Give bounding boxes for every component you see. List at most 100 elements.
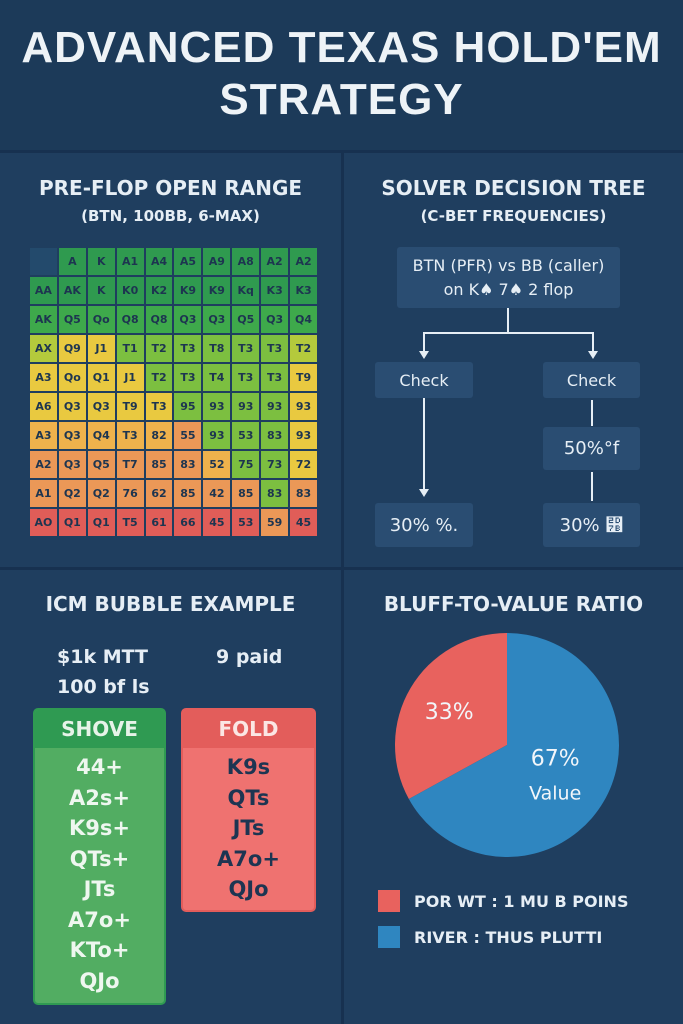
range-cell: Qo bbox=[58, 364, 86, 391]
range-cell: 85 bbox=[145, 451, 173, 478]
hand-item: JTs bbox=[83, 877, 116, 901]
range-cell: A3 bbox=[30, 364, 57, 391]
right-mid-node: 50%°f bbox=[543, 427, 640, 470]
arrow-down-icon bbox=[588, 351, 598, 359]
range-cell: A bbox=[58, 248, 86, 275]
right-action-node: Check bbox=[543, 362, 640, 398]
range-cell: A8 bbox=[232, 248, 260, 275]
shove-box: SHOVE 44+ A2s+ K9s+ QTs+ JTs A7o+ KTo+ QJo bbox=[33, 708, 166, 1005]
range-cell: 45 bbox=[290, 509, 317, 536]
range-cell: T2 bbox=[290, 335, 317, 362]
hand-item: 44+ bbox=[76, 755, 123, 779]
range-cell: K0 bbox=[116, 277, 144, 304]
arrow-down-icon bbox=[419, 351, 429, 359]
range-cell: 85 bbox=[174, 480, 202, 507]
range-cell: 83 bbox=[290, 480, 317, 507]
hand-item: KTo+ bbox=[69, 938, 130, 962]
range-cell: K9 bbox=[174, 277, 202, 304]
shove-hands: 44+ A2s+ K9s+ QTs+ JTs A7o+ KTo+ QJo bbox=[40, 748, 159, 996]
range-cell: A6 bbox=[30, 393, 57, 420]
range-cell: 93 bbox=[290, 393, 317, 420]
range-cell: 95 bbox=[174, 393, 202, 420]
range-cell: Q1 bbox=[87, 509, 115, 536]
hand-item: A2s+ bbox=[69, 785, 130, 810]
range-cell: J1 bbox=[116, 364, 144, 391]
range-cell: 83 bbox=[174, 451, 202, 478]
range-cell: AO bbox=[30, 509, 57, 536]
tree-title: SOLVER DECISION TREE bbox=[381, 176, 646, 200]
range-cell: 85 bbox=[232, 480, 260, 507]
range-cell: K9 bbox=[203, 277, 231, 304]
pie-slice bbox=[408, 633, 619, 857]
range-cell: 62 bbox=[145, 480, 173, 507]
shove-header: SHOVE bbox=[35, 710, 164, 748]
divider bbox=[341, 150, 344, 1024]
hand-item: JTs bbox=[232, 816, 265, 840]
range-cell: AK bbox=[58, 277, 86, 304]
connector bbox=[423, 332, 594, 334]
range-cell: K bbox=[87, 248, 115, 275]
header bbox=[0, 0, 683, 150]
range-grid: A K A1 A4 A5 A9 A8 A2 A2 AA AK K K0 K2 K9 K9 Kq K3 K3 AK Q5 Q… bbox=[30, 248, 317, 536]
connector bbox=[507, 308, 509, 334]
range-cell: AX bbox=[30, 335, 57, 362]
range-cell: Q8 bbox=[145, 306, 173, 333]
range-cell: 53 bbox=[232, 509, 260, 536]
fold-header: FOLD bbox=[183, 710, 314, 748]
range-cell: T7 bbox=[116, 451, 144, 478]
range-cell: 45 bbox=[203, 509, 231, 536]
range-cell: 61 bbox=[145, 509, 173, 536]
range-cell: AK bbox=[30, 306, 57, 333]
pie-legend: POR WT : 1 MU B POINS RIVER : THUS PLUTTI bbox=[378, 890, 628, 962]
root-line2: on K♠ 7♠ 2 flop bbox=[443, 279, 574, 299]
tree-root-node: BTN (PFR) vs BB (caller) on K♠ 7♠ 2 flop bbox=[397, 247, 620, 308]
connector bbox=[591, 472, 593, 501]
range-cell: 83 bbox=[261, 422, 289, 449]
hand-item: K9s bbox=[226, 755, 271, 779]
preflop-title: PRE-FLOP OPEN RANGE bbox=[38, 176, 303, 200]
range-cell: T1 bbox=[116, 335, 144, 362]
arrow-down-icon bbox=[419, 489, 429, 497]
range-cell: Q5 bbox=[87, 451, 115, 478]
hand-item: QJo bbox=[79, 968, 120, 993]
range-cell: 93 bbox=[203, 393, 231, 420]
range-cell: Q9 bbox=[58, 335, 86, 362]
range-cell: 76 bbox=[116, 480, 144, 507]
range-cell: T4 bbox=[203, 364, 231, 391]
range-cell: 93 bbox=[290, 422, 317, 449]
range-cell: A1 bbox=[116, 248, 144, 275]
range-cell bbox=[30, 248, 57, 275]
range-cell: T3 bbox=[174, 335, 202, 362]
slice-sublabel: Value bbox=[529, 783, 581, 805]
range-cell: Kq bbox=[232, 277, 260, 304]
range-cell: 53 bbox=[232, 422, 260, 449]
range-cell: Q3 bbox=[203, 306, 231, 333]
range-cell: AA bbox=[30, 277, 57, 304]
range-cell: Q3 bbox=[58, 393, 86, 420]
range-cell: 93 bbox=[203, 422, 231, 449]
range-cell: Q3 bbox=[87, 393, 115, 420]
range-cell: T3 bbox=[232, 364, 260, 391]
hand-item: QJo bbox=[228, 877, 269, 901]
root-line1: BTN (PFR) vs BB (caller) bbox=[412, 255, 605, 275]
range-cell: 93 bbox=[261, 393, 289, 420]
range-cell: A2 bbox=[290, 248, 317, 275]
range-cell: 66 bbox=[174, 509, 202, 536]
hand-item: QTs bbox=[227, 785, 270, 810]
legend-item: POR WT : 1 MU B POINS bbox=[378, 890, 628, 912]
connector bbox=[423, 332, 425, 352]
fold-box: FOLD K9s QTs JTs A7o+ QJo bbox=[181, 708, 316, 912]
connector bbox=[592, 332, 594, 352]
range-cell: 93 bbox=[232, 393, 260, 420]
range-cell: Q2 bbox=[87, 480, 115, 507]
connector bbox=[423, 398, 425, 490]
range-cell: T3 bbox=[261, 364, 289, 391]
range-cell: A4 bbox=[145, 248, 173, 275]
tree-subtitle: (C-BET FREQUENCIES) bbox=[420, 207, 607, 225]
legend-item: RIVER : THUS PLUTTI bbox=[378, 926, 628, 948]
range-cell: A9 bbox=[203, 248, 231, 275]
range-cell: Q3 bbox=[174, 306, 202, 333]
icm-stack: 100 bf ls bbox=[57, 676, 150, 698]
slice-label: 67% bbox=[531, 747, 580, 772]
range-cell: 83 bbox=[261, 480, 289, 507]
